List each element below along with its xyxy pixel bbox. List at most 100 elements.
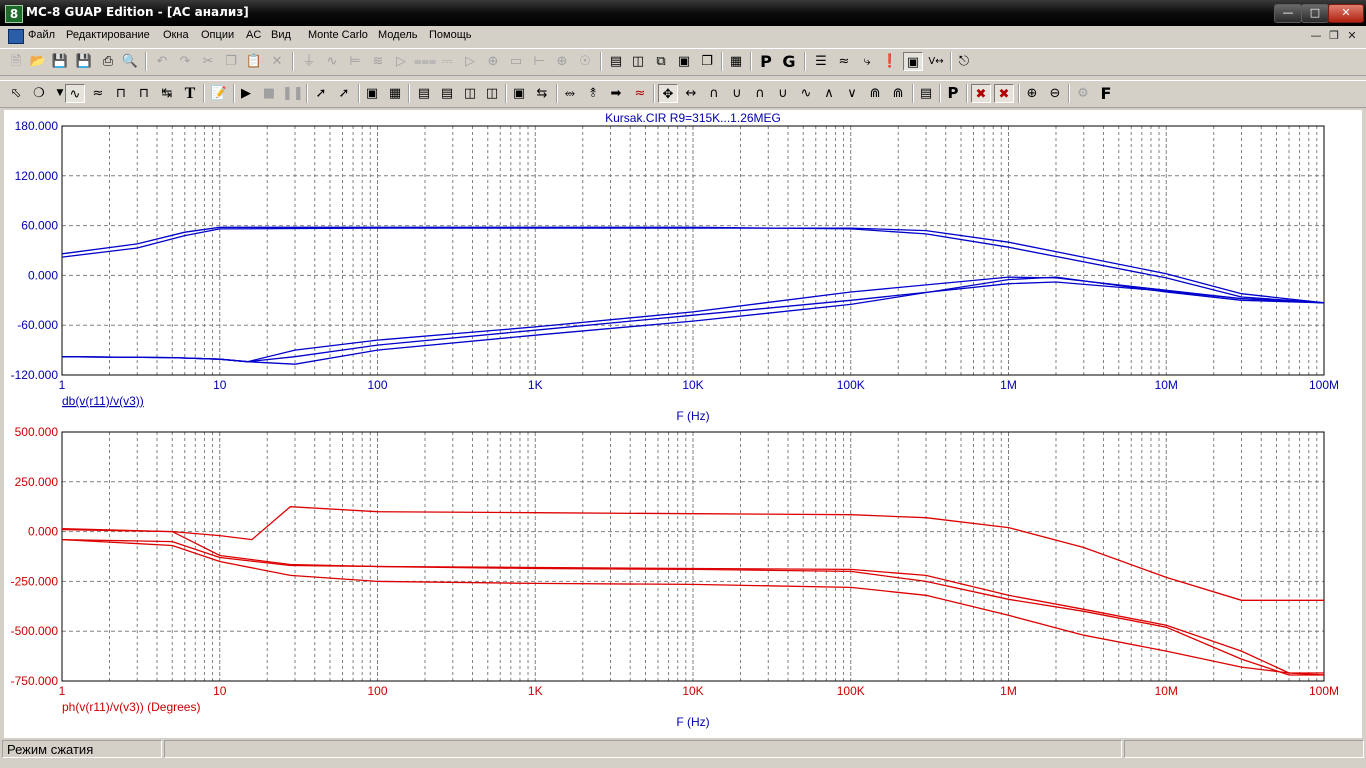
select-arrow-icon[interactable]: ⬁ bbox=[10, 86, 22, 101]
menu-options[interactable]: Опции bbox=[201, 29, 235, 41]
cursor-wave-icon[interactable]: ≈ bbox=[92, 86, 104, 101]
zoom-out-icon[interactable]: ⊖ bbox=[1049, 86, 1061, 101]
cursor-cross-icon[interactable]: ✥ bbox=[658, 84, 678, 103]
connector-icon[interactable]: ▭ bbox=[509, 54, 523, 69]
menu-file[interactable]: Файл bbox=[28, 29, 56, 41]
multi-peak-icon[interactable]: ⋒ bbox=[869, 86, 881, 101]
tune-icon[interactable]: ⇆ bbox=[536, 86, 548, 101]
zoom-in-icon[interactable]: ⊕ bbox=[1026, 86, 1038, 101]
save-all-icon[interactable]: 💾 bbox=[75, 54, 93, 69]
cursor-left-right-icon[interactable]: ↔ bbox=[685, 86, 697, 101]
minus-icon[interactable]: ▣ bbox=[512, 86, 526, 101]
voltage-source-icon[interactable]: ⊕ bbox=[556, 54, 568, 69]
diagonal-icon[interactable]: ➚ bbox=[338, 86, 350, 101]
point-icon[interactable]: P bbox=[947, 84, 959, 102]
peak-up-icon[interactable]: ∩ bbox=[709, 86, 719, 101]
g-key-icon[interactable]: G bbox=[782, 52, 796, 71]
opamp-icon[interactable]: ▷ bbox=[465, 54, 475, 69]
minimize-icon[interactable]: — bbox=[1274, 4, 1302, 23]
inflection-icon[interactable]: ∿ bbox=[800, 86, 812, 101]
print-icon[interactable]: ⎙ bbox=[102, 54, 114, 69]
menu-help[interactable]: Помощь bbox=[429, 29, 472, 41]
valley-icon[interactable]: ∪ bbox=[732, 86, 742, 101]
preview-icon[interactable]: ⎋ bbox=[958, 54, 970, 69]
table-icon[interactable]: ▤ bbox=[417, 86, 431, 101]
high-icon[interactable]: ∩ bbox=[755, 86, 765, 101]
swap-icon[interactable]: ↹ bbox=[161, 86, 173, 101]
text-icon[interactable]: T bbox=[184, 85, 196, 102]
menu-view[interactable]: Вид bbox=[271, 29, 291, 41]
stop-icon[interactable]: ■ bbox=[262, 86, 276, 101]
new-file-icon[interactable]: 🗎 bbox=[10, 54, 22, 69]
arrow-right-icon[interactable]: ➡ bbox=[610, 86, 622, 101]
run-icon[interactable]: ▶ bbox=[241, 86, 251, 101]
window-restore-icon[interactable]: ❐ bbox=[701, 54, 713, 69]
bars-icon[interactable]: ▤ bbox=[440, 86, 454, 101]
mdi-close-icon[interactable]: ✕ bbox=[1347, 29, 1357, 42]
probe-icon[interactable]: ⤷ bbox=[863, 54, 871, 69]
paste-icon[interactable]: 📋 bbox=[245, 54, 263, 69]
low-icon[interactable]: ∪ bbox=[778, 86, 788, 101]
data-table-icon[interactable]: ▤ bbox=[919, 86, 933, 101]
grid-icon[interactable]: ▦ bbox=[388, 86, 402, 101]
open-file-icon[interactable]: 📂 bbox=[29, 54, 47, 69]
resistor-icon[interactable]: ∿ bbox=[326, 54, 338, 69]
menu-monte-carlo[interactable]: Monte Carlo bbox=[308, 29, 368, 41]
save-icon[interactable]: 💾 bbox=[51, 54, 69, 69]
menu-model[interactable]: Модель bbox=[378, 29, 418, 41]
global-high-icon[interactable]: ∧ bbox=[824, 86, 834, 101]
waveform-list-icon[interactable]: ☰ bbox=[815, 54, 827, 69]
exclamation-icon[interactable]: ❗ bbox=[881, 54, 899, 69]
delete-icon[interactable]: ✕ bbox=[271, 54, 283, 69]
peak-icon[interactable]: ⥈ bbox=[564, 86, 576, 101]
plot-area[interactable]: Kursak.CIR R9=315K...1.26MEG 180.000 120.0… bbox=[4, 110, 1362, 738]
document-icon[interactable] bbox=[8, 29, 24, 44]
multi-valley-icon[interactable]: ⋒ bbox=[892, 86, 904, 101]
menu-ac[interactable]: AC bbox=[246, 29, 262, 41]
flag-icon[interactable]: ⊢ bbox=[533, 54, 545, 69]
box-icon[interactable]: ▣ bbox=[365, 86, 379, 101]
slope-icon[interactable]: ⥉ bbox=[589, 86, 597, 101]
print-preview-icon[interactable]: 🔍 bbox=[121, 54, 139, 69]
cursor-wave-red-icon[interactable]: ≈ bbox=[634, 86, 646, 101]
scale-icon[interactable]: ∿ bbox=[65, 84, 85, 103]
wave-icon[interactable]: ≈ bbox=[838, 54, 850, 69]
redo-icon[interactable]: ↷ bbox=[179, 54, 191, 69]
plot-svg[interactable]: Kursak.CIR R9=315K...1.26MEG 180.000 120.0… bbox=[4, 110, 1362, 738]
font-icon[interactable]: F bbox=[1100, 84, 1112, 103]
inductor-icon[interactable]: ≋ bbox=[372, 54, 384, 69]
cascade-icon[interactable]: ⧉ bbox=[656, 54, 666, 69]
close-icon[interactable]: ✕ bbox=[1328, 4, 1364, 23]
global-low-icon[interactable]: ∨ bbox=[847, 86, 857, 101]
diode-icon[interactable]: ▷ bbox=[396, 54, 406, 69]
probe-tool-icon[interactable]: ☉ bbox=[579, 54, 591, 69]
value-icon[interactable]: V↔ bbox=[928, 56, 944, 67]
tile-horizontal-icon[interactable]: ▤ bbox=[609, 54, 623, 69]
mode-icon[interactable]: ⊓ bbox=[115, 86, 127, 101]
tile-vertical-icon[interactable]: ◫ bbox=[631, 54, 645, 69]
pause-icon[interactable]: ❚❚ bbox=[282, 86, 304, 101]
ground-icon[interactable]: ⏚ bbox=[302, 54, 316, 69]
line-icon[interactable]: ➚ bbox=[315, 86, 327, 101]
transistor-icon[interactable]: ⩶ bbox=[414, 54, 437, 69]
cut-icon[interactable]: ✂ bbox=[202, 54, 214, 69]
bracket-icon[interactable]: ⊓ bbox=[138, 86, 150, 101]
mdi-minimize-icon[interactable]: — bbox=[1310, 29, 1322, 42]
properties-icon[interactable]: 📝 bbox=[210, 86, 228, 101]
settings-gear-icon[interactable]: ⚙ bbox=[1077, 86, 1089, 101]
battery-icon[interactable]: ⎓ bbox=[441, 54, 453, 69]
app-icon[interactable]: 8 bbox=[5, 5, 23, 23]
menu-windows[interactable]: Окна bbox=[163, 29, 189, 41]
capacitor-icon[interactable]: ⊨ bbox=[349, 54, 361, 69]
mdi-restore-icon[interactable]: ❐ bbox=[1329, 29, 1339, 42]
p-key-icon[interactable]: P bbox=[760, 52, 772, 71]
undo-icon[interactable]: ↶ bbox=[156, 54, 168, 69]
calculator-icon[interactable]: ▦ bbox=[729, 54, 743, 69]
copy-icon[interactable]: ❐ bbox=[225, 54, 237, 69]
component-icon[interactable]: ❍ bbox=[33, 86, 45, 101]
maximize-icon[interactable]: □ bbox=[1301, 4, 1329, 23]
frame-icon[interactable]: ◫ bbox=[463, 86, 477, 101]
window-icon[interactable]: ▣ bbox=[677, 54, 691, 69]
current-source-icon[interactable]: ⊕ bbox=[487, 54, 499, 69]
y-cursor-icon[interactable]: ✖ bbox=[994, 84, 1014, 103]
